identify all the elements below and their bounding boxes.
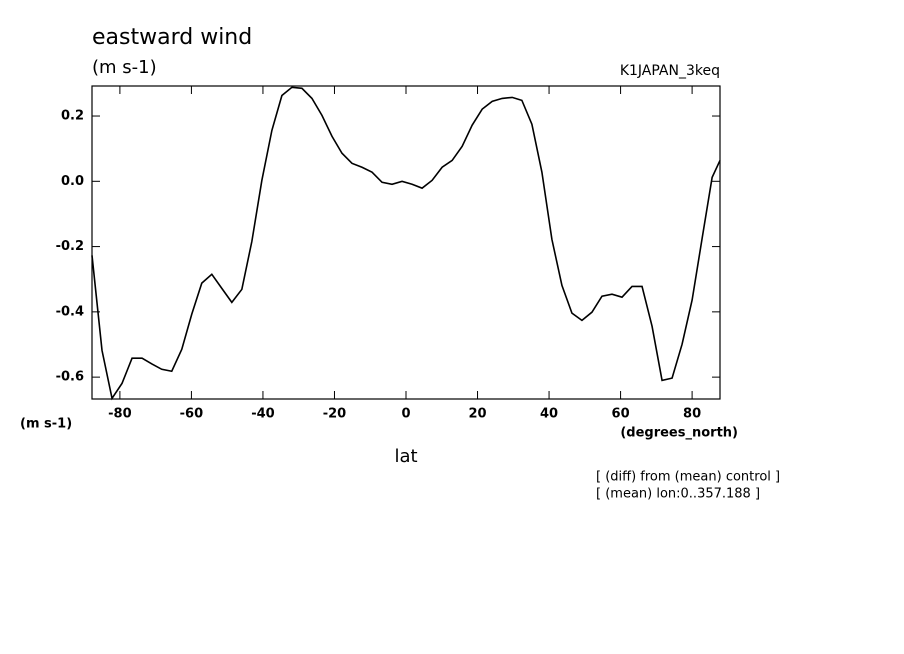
x-tick-label: -40 [251, 407, 275, 422]
x-unit-label: (degrees_north) [620, 426, 738, 441]
note: [ (mean) lon:0..357.188 ] [596, 487, 760, 502]
y-unit-label: (m s-1) [20, 417, 72, 432]
y-tick-label: -0.2 [56, 239, 84, 254]
y-tick-label: 0.0 [61, 174, 84, 189]
x-tick-label: 60 [612, 407, 630, 422]
x-tick-label: -60 [180, 407, 204, 422]
x-tick-label: 40 [540, 407, 558, 422]
chart-title: eastward wind [92, 25, 252, 50]
chart-subtitle: (m s-1) [92, 57, 157, 78]
x-tick-label: 80 [683, 407, 701, 422]
y-tick-label: 0.2 [61, 109, 84, 124]
x-tick-label: 0 [401, 407, 410, 422]
y-tick-label: -0.6 [56, 370, 84, 385]
note: [ (diff) from (mean) control ] [596, 470, 780, 485]
x-tick-label: -80 [108, 407, 132, 422]
data-line [91, 86, 721, 401]
experiment-label: K1JAPAN_3keq [620, 63, 720, 79]
x-tick-label: -20 [323, 407, 347, 422]
x-tick-label: 20 [468, 407, 486, 422]
plot-frame [91, 85, 721, 400]
x-axis-title: lat [394, 446, 417, 467]
y-tick-label: -0.4 [56, 304, 84, 319]
